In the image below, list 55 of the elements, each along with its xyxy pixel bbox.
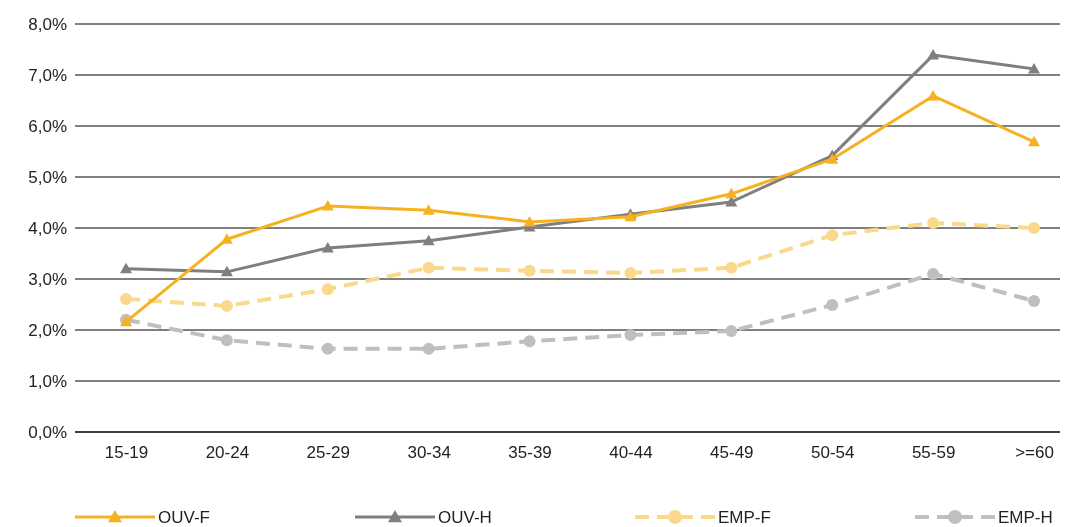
y-tick-label: 2,0%	[28, 320, 67, 340]
point	[1028, 294, 1040, 307]
y-tick-label: 8,0%	[28, 14, 67, 34]
point	[523, 335, 536, 348]
x-tick-label: >=60	[1015, 443, 1054, 463]
y-tick-label: 6,0%	[28, 116, 67, 136]
point	[321, 200, 334, 211]
x-tick-label: 40-44	[609, 443, 653, 463]
y-tick-label: 0,0%	[28, 422, 67, 442]
point	[1028, 135, 1040, 147]
point	[927, 89, 940, 101]
x-tick-label: 15-19	[104, 443, 149, 463]
point	[220, 265, 233, 277]
point	[220, 334, 233, 347]
y-tick-label: 7,0%	[28, 65, 67, 85]
x-tick-label: 55-59	[911, 443, 956, 463]
legend-label: OUV-H	[438, 508, 492, 527]
point	[725, 187, 738, 199]
point	[523, 264, 536, 277]
legend-label: EMP-H	[998, 508, 1053, 527]
point	[422, 234, 435, 246]
point	[1028, 62, 1040, 74]
point	[120, 292, 132, 305]
point	[1028, 222, 1040, 234]
point	[321, 283, 334, 296]
point	[624, 329, 637, 342]
point	[624, 266, 637, 279]
point	[523, 215, 536, 227]
point	[927, 216, 940, 229]
point	[422, 342, 435, 355]
y-tick-label: 4,0%	[28, 218, 67, 238]
point	[422, 261, 435, 274]
x-tick-label: 50-54	[810, 443, 855, 463]
point	[725, 325, 738, 338]
point	[826, 153, 839, 164]
y-tick-label: 5,0%	[28, 167, 67, 187]
x-tick-label: 25-29	[306, 443, 351, 463]
x-tick-label: 30-34	[407, 443, 451, 463]
x-tick-label: 45-49	[710, 443, 754, 463]
y-tick-label: 1,0%	[28, 371, 67, 391]
point	[422, 204, 435, 215]
legend-label: OUV-F	[158, 508, 210, 527]
point	[826, 299, 839, 312]
point	[826, 229, 839, 242]
point	[725, 261, 738, 274]
point	[220, 300, 233, 313]
x-tick-label: 35-39	[508, 443, 552, 463]
point	[927, 267, 940, 280]
y-tick-label: 3,0%	[28, 269, 67, 289]
point	[321, 241, 334, 253]
point	[120, 262, 132, 274]
point	[927, 49, 940, 60]
point	[321, 342, 334, 355]
legend-label: EMP-F	[718, 508, 771, 527]
x-tick-label: 20-24	[205, 443, 250, 463]
